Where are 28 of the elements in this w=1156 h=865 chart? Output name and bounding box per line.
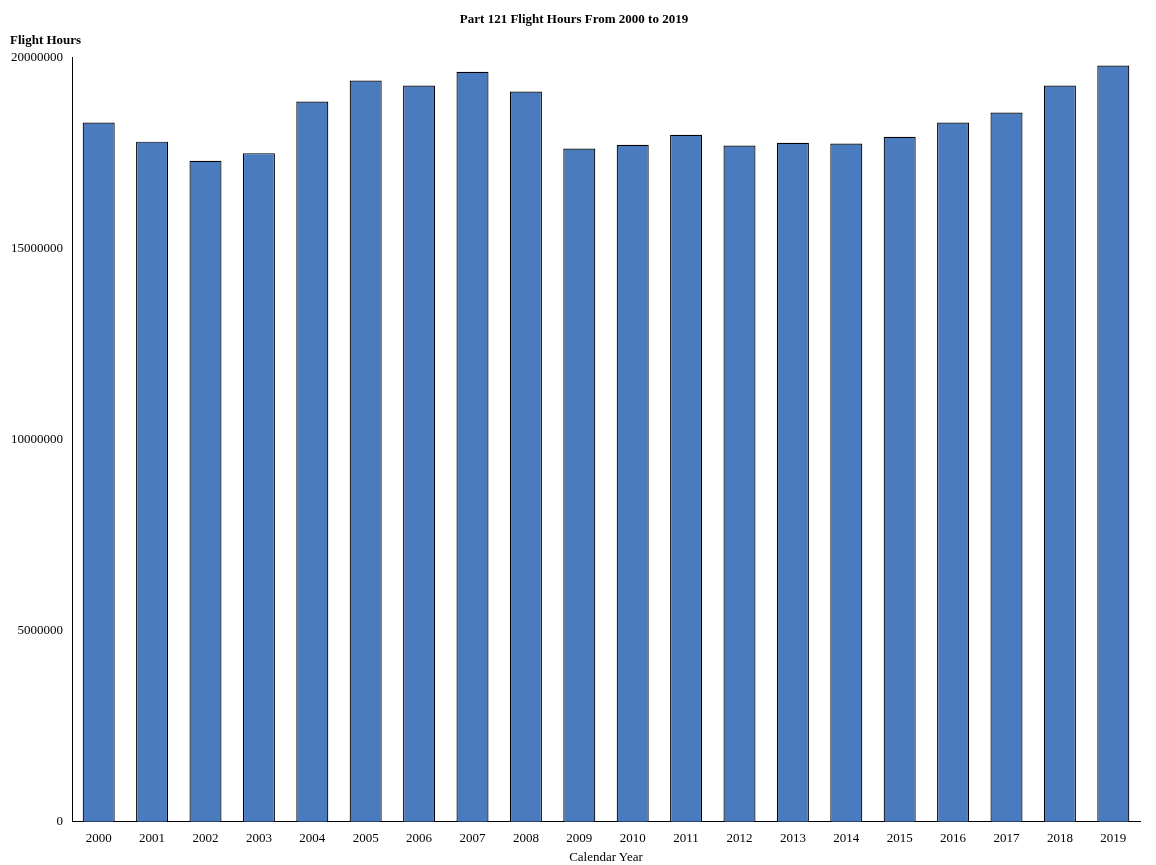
y-tick-label: 0 — [56, 813, 63, 829]
x-tick-label: 2002 — [192, 830, 219, 846]
x-tick-label: 2018 — [1046, 830, 1073, 846]
x-tick-label: 2011 — [673, 830, 699, 846]
x-tick-label: 2010 — [619, 830, 646, 846]
x-tick-label: 2013 — [779, 830, 806, 846]
x-tick-label: 2006 — [406, 830, 433, 846]
x-tick-label: 2008 — [512, 830, 539, 846]
x-tick-label: 2019 — [1100, 830, 1127, 846]
y-tick-label: 5000000 — [17, 622, 63, 638]
y-tick-label: 15000000 — [11, 240, 63, 256]
x-tick-label: 2004 — [299, 830, 326, 846]
x-tick-label: 2001 — [139, 830, 166, 846]
y-tick-label: 20000000 — [11, 49, 63, 65]
x-tick-label: 2009 — [566, 830, 593, 846]
x-tick-label: 2007 — [459, 830, 486, 846]
x-tick-label: 2005 — [352, 830, 379, 846]
x-tick-label: 2016 — [940, 830, 967, 846]
y-tick-label: 10000000 — [11, 431, 63, 447]
x-tick-label: 2017 — [993, 830, 1020, 846]
x-tick-label: 2012 — [726, 830, 753, 846]
chart-title: Part 121 Flight Hours From 2000 to 2019 — [459, 11, 689, 27]
x-tick-label: 2015 — [886, 830, 913, 846]
x-tick-label: 2014 — [833, 830, 860, 846]
x-tick-label: 2000 — [85, 830, 112, 846]
x-axis-title: Calendar Year — [569, 848, 644, 864]
y-axis-title: Flight Hours — [10, 32, 82, 48]
x-tick-label: 2003 — [245, 830, 272, 846]
